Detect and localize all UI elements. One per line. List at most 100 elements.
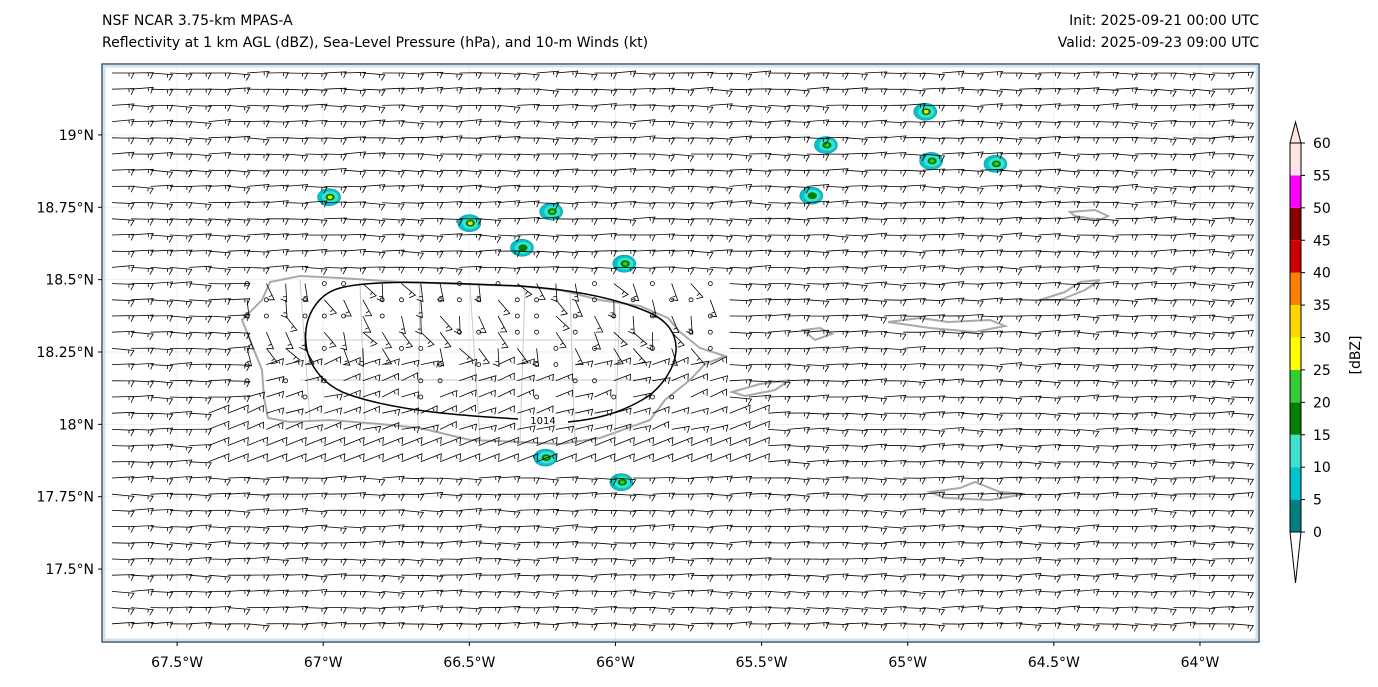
wind-barb xyxy=(536,405,554,414)
wind-barb xyxy=(169,574,193,581)
wind-barb xyxy=(555,425,575,433)
wind-barb xyxy=(497,267,521,275)
colorbar-tick-label: 45 xyxy=(1313,233,1331,249)
wind-barb xyxy=(652,202,676,210)
wind-barb xyxy=(594,103,618,110)
wind-barb xyxy=(459,607,483,615)
wind-barb xyxy=(266,348,279,365)
wind-barb xyxy=(150,364,174,372)
wind-barb xyxy=(575,88,598,96)
wind-barb xyxy=(980,184,1004,192)
wind-barb xyxy=(768,169,791,176)
wind-barb xyxy=(1134,492,1158,500)
wind-barb xyxy=(1038,362,1062,370)
wind-barb xyxy=(1076,250,1100,259)
wind-barb xyxy=(671,185,695,193)
wind-barb xyxy=(941,574,965,583)
wind-barb xyxy=(690,542,714,549)
wind-barb xyxy=(690,86,714,94)
wind-barb xyxy=(304,510,328,518)
wind-barb xyxy=(497,299,511,316)
wind-barb xyxy=(169,445,193,454)
wind-barb xyxy=(459,573,482,580)
wind-barb xyxy=(1115,103,1139,111)
wind-barb xyxy=(208,348,232,356)
lon-tick-label: 67.5°W xyxy=(151,655,203,671)
wind-barb xyxy=(401,591,425,598)
wind-barb xyxy=(941,216,965,224)
wind-barbs xyxy=(111,70,1255,632)
wind-barb xyxy=(343,233,367,241)
wind-barb xyxy=(497,510,521,519)
wind-barb xyxy=(1212,428,1235,436)
wind-barb xyxy=(227,201,251,209)
wind-barb xyxy=(382,202,405,211)
wind-barb xyxy=(1115,87,1139,95)
wind-barb xyxy=(536,121,560,130)
wind-barb xyxy=(247,556,270,564)
wind-barb xyxy=(247,70,270,78)
wind-barb xyxy=(864,218,888,226)
wind-barb xyxy=(459,404,476,414)
wind-barb xyxy=(710,574,733,582)
wind-barb xyxy=(497,136,521,143)
wind-barb xyxy=(710,524,733,532)
calm-circle xyxy=(456,329,462,335)
wind-barb xyxy=(555,524,579,532)
wind-barb xyxy=(555,556,579,564)
wind-barb xyxy=(748,185,772,193)
wind-barb xyxy=(787,250,811,258)
wind-barb xyxy=(415,299,423,319)
wind-barb xyxy=(710,121,733,129)
wind-barb xyxy=(227,526,251,533)
wind-barb xyxy=(459,389,477,398)
wind-barb xyxy=(478,201,502,208)
wind-barb xyxy=(1173,510,1197,518)
wind-barb xyxy=(266,436,288,446)
calm-circle xyxy=(553,362,559,368)
wind-barb xyxy=(806,445,830,454)
calm-circle xyxy=(592,281,597,287)
wind-barb xyxy=(594,359,613,368)
wind-barb xyxy=(671,509,695,517)
wind-barb xyxy=(439,453,462,463)
wind-barb xyxy=(131,331,154,341)
wind-barb xyxy=(1057,445,1081,452)
wind-barb xyxy=(382,622,405,629)
wind-barb xyxy=(131,283,154,290)
wind-barb xyxy=(1192,234,1216,243)
wind-barb xyxy=(1192,607,1216,615)
wind-barb xyxy=(864,71,888,79)
wind-barb xyxy=(961,186,984,195)
wind-barb xyxy=(1038,526,1062,534)
wind-barb xyxy=(999,315,1023,323)
wind-barb xyxy=(111,591,135,600)
wind-barb xyxy=(710,169,733,178)
wind-barb xyxy=(710,375,729,383)
wind-barb xyxy=(131,120,154,128)
wind-barb xyxy=(826,476,849,484)
wind-barb xyxy=(999,445,1023,454)
wind-barb xyxy=(131,168,154,176)
wind-barb xyxy=(111,461,135,468)
wind-barb xyxy=(285,137,309,145)
wind-barb xyxy=(787,493,811,503)
wind-barb xyxy=(710,234,733,243)
wind-barb xyxy=(768,298,791,306)
wind-barb xyxy=(285,421,303,430)
wind-barb xyxy=(517,103,540,111)
wind-barb xyxy=(710,453,732,463)
wind-barb xyxy=(112,72,135,80)
wind-barb xyxy=(941,297,965,305)
wind-barb xyxy=(247,169,270,178)
wind-barb xyxy=(324,558,347,566)
wind-barb xyxy=(690,476,714,484)
wind-barb xyxy=(1154,267,1177,276)
wind-barb xyxy=(382,436,404,446)
wind-barb xyxy=(420,424,439,432)
wind-barb xyxy=(401,331,414,349)
wind-barb xyxy=(1134,558,1158,566)
wind-barb xyxy=(980,282,1004,289)
wind-barb xyxy=(690,153,714,161)
wind-barb xyxy=(343,71,367,79)
